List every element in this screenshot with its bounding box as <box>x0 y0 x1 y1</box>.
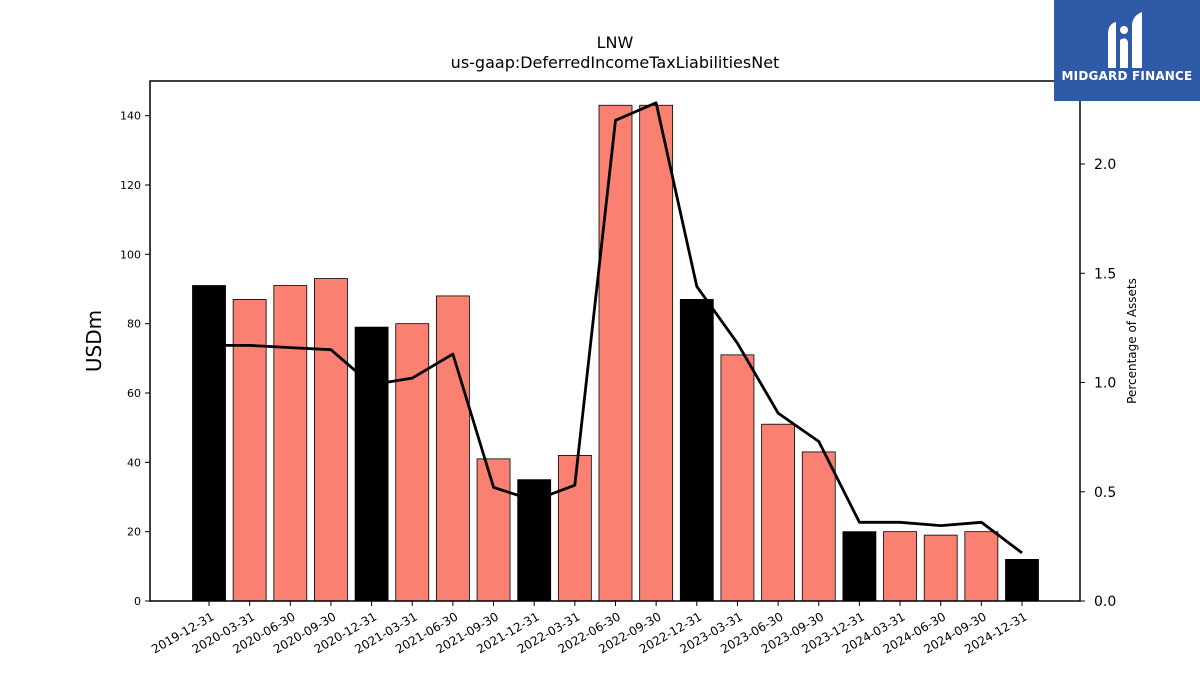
bar-2020-06-30 <box>273 285 308 602</box>
y-axis-label: USDm <box>82 310 106 372</box>
y-tick-label: 60 <box>127 387 141 400</box>
percentage-line <box>209 101 1023 555</box>
bar-2022-09-30 <box>639 104 674 602</box>
bar-2024-09-30 <box>964 531 999 602</box>
bar-2024-06-30 <box>923 534 958 602</box>
bar-2023-03-31 <box>720 354 755 602</box>
bar-2024-12-31 <box>1005 559 1039 602</box>
y-tick-label: 120 <box>120 179 141 192</box>
chart-title: LNW <box>597 33 634 52</box>
bar-2022-06-30 <box>598 104 633 602</box>
y2-tick-label: 1.0 <box>1094 376 1116 392</box>
y2-tick-label: 1.5 <box>1094 266 1116 282</box>
logo: MIDGARD FINANCE <box>1054 0 1200 101</box>
bar-2021-09-30 <box>476 458 511 602</box>
bar-2020-03-31 <box>232 298 267 602</box>
y-tick-label: 0 <box>134 595 141 608</box>
logo-text: MIDGARD FINANCE <box>1061 69 1193 83</box>
y-tick-label: 100 <box>120 248 141 261</box>
y2-axis-ticks: 0.0 0.5 1.0 1.5 2.0 <box>1080 157 1116 610</box>
chart-subtitle: us-gaap:DeferredIncomeTaxLiabilitiesNet <box>451 53 780 72</box>
bars-group <box>192 104 1039 602</box>
bar-2020-09-30 <box>314 278 348 602</box>
y2-axis-label: Percentage of Assets <box>1125 278 1139 404</box>
y2-tick-label: 0.5 <box>1094 485 1116 501</box>
bar-2021-03-31 <box>395 323 430 602</box>
line-group <box>209 101 1023 555</box>
bar-2022-12-31 <box>679 298 714 602</box>
y-tick-label: 140 <box>120 110 141 123</box>
midgard-m-logo-icon <box>1108 12 1142 68</box>
y2-tick-label: 2.0 <box>1094 157 1116 173</box>
y-tick-label: 20 <box>127 526 141 539</box>
bar-2023-09-30 <box>801 451 836 602</box>
bar-2023-06-30 <box>761 423 795 602</box>
y2-tick-label: 0.0 <box>1094 594 1116 610</box>
bar-2020-12-31 <box>354 326 389 602</box>
bar-2019-12-31 <box>192 285 226 602</box>
y-axis-ticks: 0 20 40 60 80 100 120 140 <box>120 110 150 608</box>
y-tick-label: 80 <box>127 318 141 331</box>
x-axis-ticks: 2019-12-312020-03-312020-06-302020-09-30… <box>149 601 1030 656</box>
bar-2021-06-30 <box>435 295 470 602</box>
y-tick-label: 40 <box>127 456 141 469</box>
bar-2023-12-31 <box>842 531 877 602</box>
bar-2024-03-31 <box>883 531 917 602</box>
